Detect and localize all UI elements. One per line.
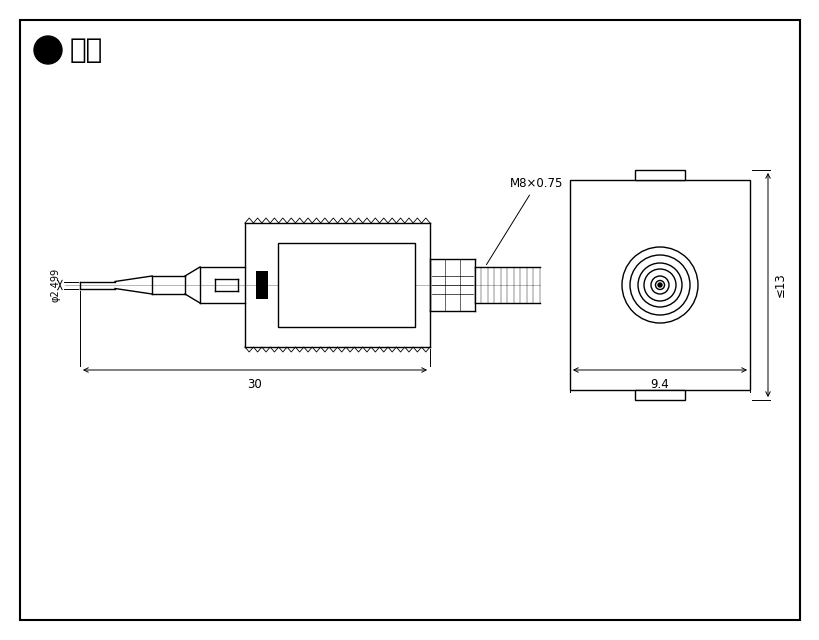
Bar [634, 390, 684, 400]
Text: 9.4: 9.4 [649, 378, 668, 391]
Text: 30: 30 [247, 378, 262, 391]
Bar [569, 180, 749, 390]
Circle shape [657, 283, 661, 287]
Bar [278, 243, 414, 327]
Circle shape [34, 36, 62, 64]
Text: φ2.499: φ2.499 [51, 268, 61, 302]
Text: M8×0.75: M8×0.75 [486, 177, 563, 264]
Text: 寸法: 寸法 [70, 36, 103, 64]
Bar [634, 170, 684, 180]
Text: ≤13: ≤13 [773, 273, 786, 298]
Bar [256, 271, 268, 299]
